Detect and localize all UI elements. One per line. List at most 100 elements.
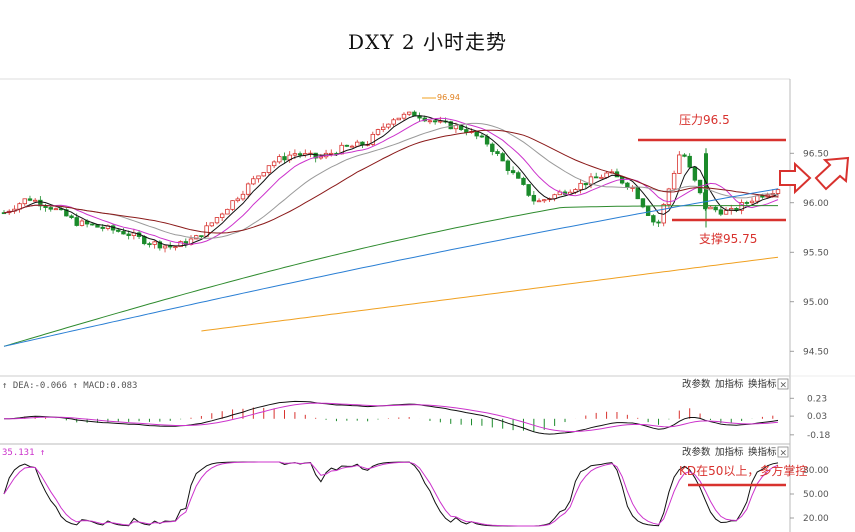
price-tick-label: 94.50 [803, 347, 829, 357]
candle-body [69, 215, 74, 218]
candle-body [651, 215, 656, 223]
candle-body [74, 217, 79, 226]
macd-add-indicator-button[interactable]: 加指标 [715, 378, 744, 390]
candle-body [344, 144, 350, 147]
candle-body [126, 233, 131, 236]
candles [1, 110, 781, 253]
candle-body [147, 243, 152, 246]
candle-body [282, 156, 287, 161]
candle-body [240, 193, 246, 200]
kd-add-indicator-button[interactable]: 加指标 [715, 446, 744, 458]
candle-body [536, 200, 542, 203]
candle-body [521, 177, 526, 185]
candle-body [292, 153, 298, 156]
candle-body [490, 143, 495, 152]
price-tick-label: 96.50 [803, 149, 829, 159]
candle-body [121, 231, 126, 235]
candle-body [297, 153, 303, 156]
candle-body [713, 206, 718, 211]
page-title: DXY 2 小时走势 [348, 30, 507, 54]
kd-k-line [3, 461, 779, 527]
kd-tick-label: 50.00 [803, 490, 829, 500]
macd-axis: 0.23 0.03 -0.18 [790, 394, 831, 441]
candle-body [729, 208, 734, 211]
candle-body [412, 111, 417, 117]
candle-body [448, 121, 453, 130]
candle-body [235, 198, 240, 202]
support-label: 支撑95.75 [699, 231, 757, 246]
kd-tick-label: 20.00 [803, 514, 829, 524]
kd-lines [3, 461, 779, 527]
candle-body [656, 221, 661, 224]
candle-body [718, 209, 724, 215]
candle-body [677, 154, 682, 174]
macd-panel: ↑ DEA:-0.066 ↑ MACD:0.083 改参数 加指标 换指标 × … [2, 378, 831, 441]
candle-body [755, 195, 760, 202]
candle-body [370, 133, 376, 145]
candle-body [386, 123, 391, 128]
candle-body [90, 223, 95, 226]
candle-body [775, 189, 781, 194]
kd-edit-params-button[interactable]: 改参数 [682, 446, 711, 458]
candle-body [744, 202, 750, 204]
candle-body [256, 175, 261, 180]
candle-body [599, 176, 604, 179]
kd-close-icon[interactable]: × [780, 449, 788, 459]
candle-body [704, 153, 708, 208]
candle-body [531, 194, 537, 202]
candle-body [427, 120, 433, 123]
candle-body [401, 113, 407, 119]
ma-line-10 [3, 117, 779, 245]
macd-tick-label: 0.03 [807, 412, 827, 422]
candle-body [640, 198, 646, 208]
candle-body [100, 226, 105, 229]
candle-body [749, 200, 755, 204]
candle-body [692, 166, 698, 181]
candle-body [183, 241, 189, 245]
candle-body [79, 220, 85, 226]
kd-d-line [3, 461, 779, 527]
candle-body [313, 152, 318, 159]
candle-body [157, 241, 163, 249]
macd-tick-label: 0.23 [807, 394, 827, 404]
ma-line-60 [3, 205, 778, 347]
candle-body [438, 120, 443, 123]
candle-body [588, 176, 594, 186]
candle-body [230, 200, 235, 210]
candle-body [355, 141, 360, 147]
candle-body [173, 246, 178, 249]
ma-line-short [3, 115, 779, 247]
candle-body [542, 199, 547, 202]
ma-line-250 [201, 256, 779, 332]
candle-body [484, 136, 490, 145]
kd-switch-indicator-button[interactable]: 换指标 [748, 446, 777, 458]
candle-body [214, 217, 220, 224]
candle-body [516, 172, 521, 179]
candle-body [199, 235, 204, 238]
resistance-label: 压力96.5 [679, 113, 730, 127]
candle-body [271, 161, 277, 167]
macd-switch-indicator-button[interactable]: 换指标 [748, 378, 777, 390]
candle-body [671, 172, 677, 190]
price-panel [0, 78, 855, 532]
candle-body [142, 236, 147, 245]
high-label: 96.94 [437, 93, 460, 102]
macd-dif-line [3, 400, 779, 435]
candle-body [349, 145, 355, 148]
candle-body [526, 184, 531, 196]
candle-body [48, 207, 53, 210]
candle-body [739, 202, 744, 211]
macd-tick-label: -0.18 [807, 431, 831, 441]
candle-body [645, 206, 651, 216]
kd-header: 35.131 ↑ [2, 448, 45, 458]
price-tick-label: 95.50 [803, 248, 829, 258]
right-arrow-icon [779, 161, 812, 195]
candle-body [666, 188, 672, 205]
candle-body [38, 199, 43, 207]
annotations: 压力96.5 支撑95.75 96.94 [422, 93, 850, 246]
candle-body [162, 245, 168, 249]
macd-close-icon[interactable]: × [780, 381, 788, 391]
candle-body [266, 165, 272, 173]
kd-axis: 80.00 50.00 20.00 [790, 466, 829, 524]
macd-edit-params-button[interactable]: 改参数 [682, 378, 711, 390]
